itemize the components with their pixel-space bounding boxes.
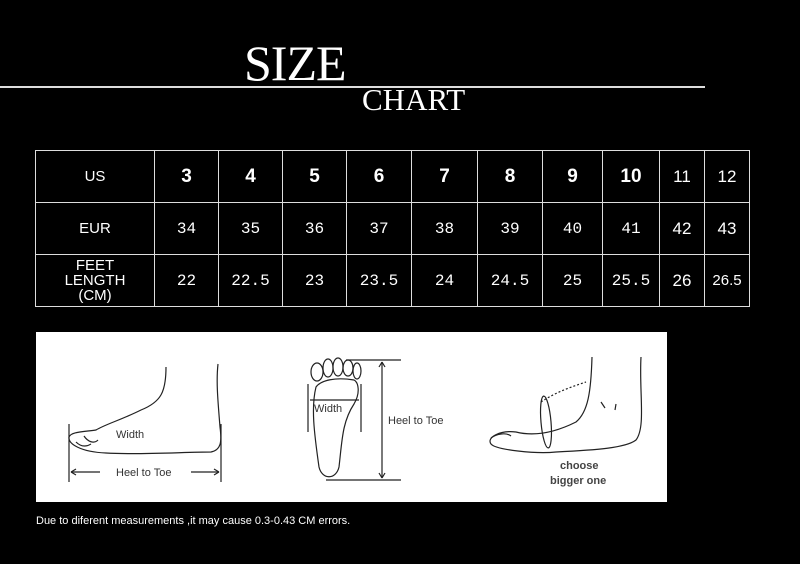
row-header: EUR bbox=[35, 202, 155, 255]
measurement-note: Due to diferent measurements ,it may cau… bbox=[36, 515, 351, 527]
table-cell: 25.5 bbox=[602, 254, 660, 307]
table-cell: 25 bbox=[542, 254, 603, 307]
table-cell: 23.5 bbox=[346, 254, 412, 307]
table-cell: 24.5 bbox=[477, 254, 543, 307]
table-cell: 42 bbox=[659, 202, 705, 255]
table-row-feet-length: FEET LENGTH (CM) 22 22.5 23 23.5 24 24.5… bbox=[35, 254, 750, 307]
tip-line-2: bigger one bbox=[550, 475, 606, 487]
table-row-us: US 3 4 5 6 7 8 9 10 11 12 bbox=[35, 150, 750, 203]
table-cell: 26.5 bbox=[704, 254, 750, 307]
table-cell: 9 bbox=[542, 150, 603, 203]
side-foot-illustration: Width Heel to Toe bbox=[68, 363, 222, 482]
row-header: FEET LENGTH (CM) bbox=[35, 254, 155, 307]
table-cell: 43 bbox=[704, 202, 750, 255]
side-width-label: Width bbox=[116, 429, 144, 441]
row-header: US bbox=[35, 150, 155, 203]
sole-length-label: Heel to Toe bbox=[388, 415, 443, 427]
table-cell: 39 bbox=[477, 202, 543, 255]
table-cell: 11 bbox=[659, 150, 705, 203]
table-cell: 7 bbox=[411, 150, 478, 203]
table-cell: 24 bbox=[411, 254, 478, 307]
table-row-eur: EUR 34 35 36 37 38 39 40 41 42 43 bbox=[35, 202, 750, 255]
table-cell: 22.5 bbox=[218, 254, 283, 307]
row-header-line: FEET bbox=[75, 257, 115, 274]
table-cell: 40 bbox=[542, 202, 603, 255]
table-cell: 6 bbox=[346, 150, 412, 203]
table-cell: 8 bbox=[477, 150, 543, 203]
table-cell: 36 bbox=[282, 202, 347, 255]
table-cell: 35 bbox=[218, 202, 283, 255]
table-cell: 23 bbox=[282, 254, 347, 307]
sole-width-label: Width bbox=[314, 403, 342, 415]
size-table: US 3 4 5 6 7 8 9 10 11 12 EUR 34 35 36 3… bbox=[35, 150, 750, 307]
table-cell: 41 bbox=[602, 202, 660, 255]
table-cell: 38 bbox=[411, 202, 478, 255]
measurement-diagram: Width Heel to Toe Width Heel to Toe choo… bbox=[36, 332, 667, 502]
title-divider bbox=[0, 86, 705, 88]
table-cell: 22 bbox=[154, 254, 219, 307]
tip-line-1: choose bbox=[560, 460, 599, 472]
row-header-line: LENGTH bbox=[64, 272, 126, 289]
title-size: SIZE bbox=[244, 35, 347, 91]
sole-illustration: Width Heel to Toe bbox=[307, 357, 443, 481]
table-cell: 12 bbox=[704, 150, 750, 203]
side-length-label: Heel to Toe bbox=[116, 467, 171, 479]
row-header-line: (CM) bbox=[78, 287, 112, 304]
table-cell: 3 bbox=[154, 150, 219, 203]
title-chart: CHART bbox=[362, 82, 466, 117]
table-cell: 37 bbox=[346, 202, 412, 255]
table-cell: 5 bbox=[282, 150, 347, 203]
table-cell: 26 bbox=[659, 254, 705, 307]
table-cell: 4 bbox=[218, 150, 283, 203]
fit-tip-illustration: choose bigger one bbox=[489, 356, 643, 487]
table-cell: 10 bbox=[602, 150, 660, 203]
table-cell: 34 bbox=[154, 202, 219, 255]
